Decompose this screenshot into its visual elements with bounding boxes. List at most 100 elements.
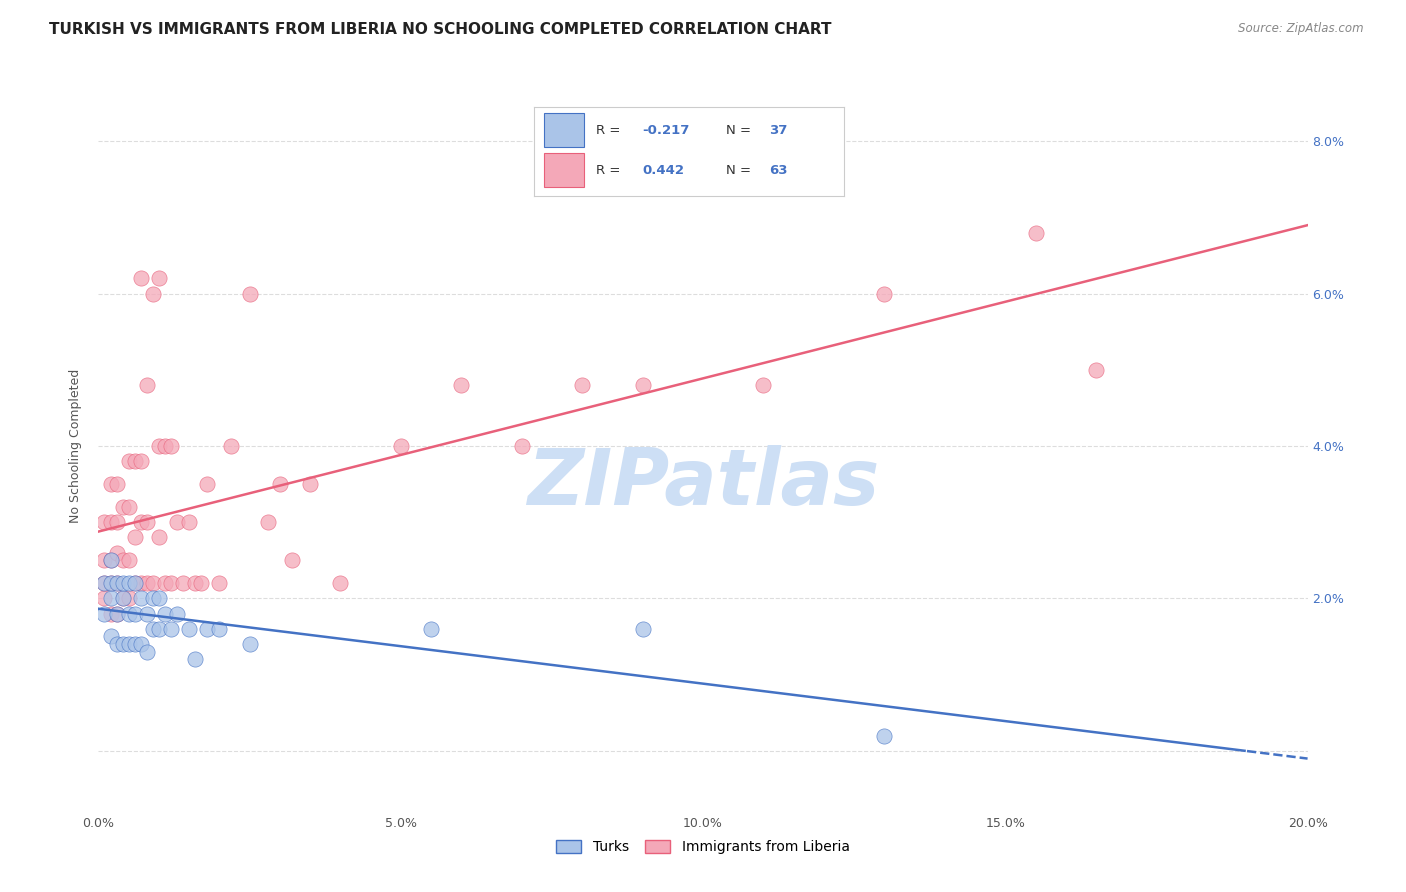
Point <box>93 515 115 529</box>
Point <box>148 591 170 606</box>
Point <box>510 439 533 453</box>
Text: N =: N = <box>725 124 755 136</box>
Point <box>100 630 122 644</box>
Point <box>105 576 128 591</box>
Point <box>124 607 146 621</box>
Point <box>142 576 165 591</box>
Point <box>148 622 170 636</box>
Point <box>153 576 176 591</box>
Point <box>153 439 176 453</box>
Point <box>105 546 128 560</box>
Point <box>420 622 443 636</box>
Point <box>129 515 152 529</box>
Point <box>179 515 201 529</box>
Text: R =: R = <box>596 124 624 136</box>
Point <box>124 576 146 591</box>
Point <box>631 622 654 636</box>
Point <box>118 607 141 621</box>
Point <box>195 477 218 491</box>
Point <box>135 378 157 392</box>
Point <box>124 530 146 544</box>
Point <box>256 515 278 529</box>
Text: N =: N = <box>725 164 755 177</box>
Point <box>142 622 165 636</box>
Text: 0.442: 0.442 <box>643 164 685 177</box>
Point <box>118 576 141 591</box>
Bar <box>544 113 583 147</box>
Point <box>129 271 152 285</box>
Point <box>184 576 207 591</box>
Point <box>105 637 128 651</box>
Point <box>153 607 176 621</box>
Point <box>135 645 157 659</box>
Point <box>184 652 207 666</box>
Point <box>129 637 152 651</box>
Point <box>135 607 157 621</box>
Point <box>142 286 165 301</box>
Point <box>93 591 115 606</box>
Point <box>93 576 115 591</box>
Text: R =: R = <box>596 164 624 177</box>
Point <box>873 729 896 743</box>
Point <box>160 576 183 591</box>
Point <box>93 553 115 567</box>
Point <box>129 576 152 591</box>
Point <box>93 576 115 591</box>
Point <box>179 622 201 636</box>
Point <box>100 576 122 591</box>
Text: Source: ZipAtlas.com: Source: ZipAtlas.com <box>1239 22 1364 36</box>
Point <box>208 622 231 636</box>
Point <box>329 576 352 591</box>
Point <box>190 576 212 591</box>
Point <box>100 576 122 591</box>
Text: 37: 37 <box>769 124 787 136</box>
Point <box>166 607 188 621</box>
Point <box>221 439 243 453</box>
Point <box>118 591 141 606</box>
Point <box>571 378 593 392</box>
Point <box>142 591 165 606</box>
Point <box>118 500 141 514</box>
Point <box>195 622 218 636</box>
Point <box>111 576 134 591</box>
Point <box>105 576 128 591</box>
Point <box>299 477 322 491</box>
Point <box>450 378 472 392</box>
Point <box>135 576 157 591</box>
Point <box>239 286 262 301</box>
Point <box>269 477 291 491</box>
Text: TURKISH VS IMMIGRANTS FROM LIBERIA NO SCHOOLING COMPLETED CORRELATION CHART: TURKISH VS IMMIGRANTS FROM LIBERIA NO SC… <box>49 22 832 37</box>
Point <box>148 530 170 544</box>
Bar <box>544 153 583 187</box>
Point <box>118 637 141 651</box>
Point <box>100 477 122 491</box>
Point <box>281 553 304 567</box>
Point <box>100 607 122 621</box>
Point <box>111 553 134 567</box>
Point <box>100 553 122 567</box>
Point <box>124 454 146 468</box>
Point <box>148 271 170 285</box>
Point <box>389 439 412 453</box>
Text: ZIPatlas: ZIPatlas <box>527 444 879 521</box>
Point <box>752 378 775 392</box>
Point <box>166 515 188 529</box>
Legend: Turks, Immigrants from Liberia: Turks, Immigrants from Liberia <box>551 834 855 860</box>
Point <box>1085 363 1108 377</box>
Point <box>208 576 231 591</box>
Point <box>148 439 170 453</box>
Point <box>1024 226 1046 240</box>
Point <box>105 607 128 621</box>
Point <box>105 515 128 529</box>
Text: 63: 63 <box>769 164 787 177</box>
Point <box>111 591 134 606</box>
Point <box>160 622 183 636</box>
Point <box>239 637 262 651</box>
Point <box>100 591 122 606</box>
Point <box>118 553 141 567</box>
Point <box>100 515 122 529</box>
Point <box>129 591 152 606</box>
Point <box>100 553 122 567</box>
Text: -0.217: -0.217 <box>643 124 690 136</box>
Point <box>111 637 134 651</box>
